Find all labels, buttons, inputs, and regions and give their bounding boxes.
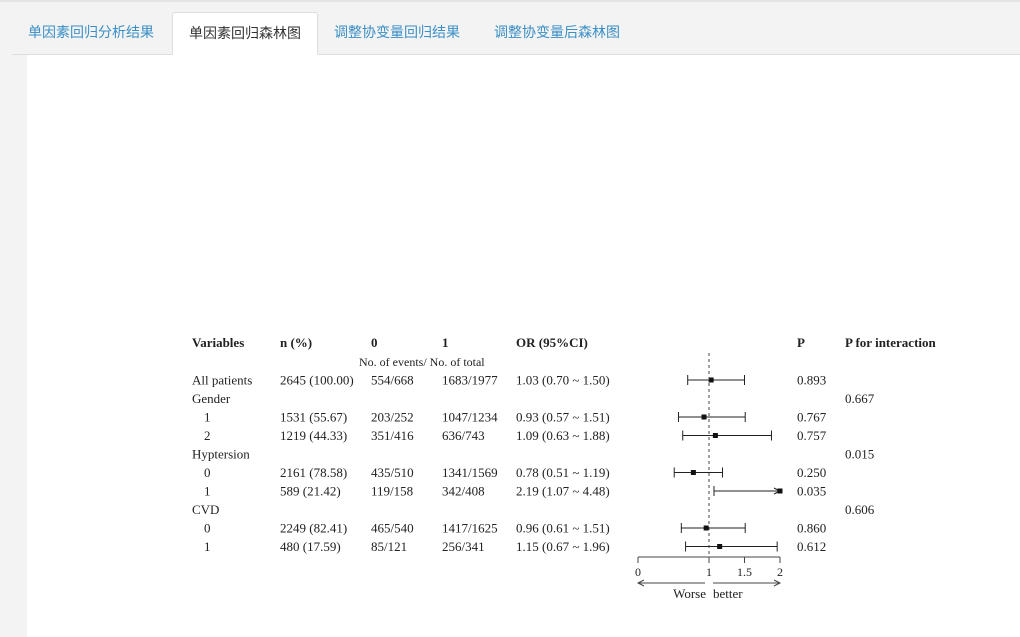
tab-univariate-results[interactable]: 单因素回归分析结果 bbox=[28, 24, 154, 40]
or-ci-value: 0.93 (0.57 ~ 1.51) bbox=[516, 410, 610, 425]
top-border bbox=[0, 0, 1020, 2]
group0-value: 554/668 bbox=[371, 373, 414, 388]
worse-label: Worse bbox=[673, 586, 706, 601]
group1-value: 1341/1569 bbox=[442, 465, 498, 480]
header-or-ci: OR (95%CI) bbox=[516, 335, 588, 350]
header-p: P bbox=[797, 335, 805, 350]
or-point bbox=[701, 414, 707, 420]
x-tick-label: 2 bbox=[777, 565, 783, 579]
row-label: Hyptersion bbox=[192, 447, 250, 462]
p-value: 0.757 bbox=[797, 428, 827, 443]
or-ci-value: 0.78 (0.51 ~ 1.19) bbox=[516, 465, 610, 480]
group1-value: 342/408 bbox=[442, 484, 485, 499]
n-value: 589 (21.42) bbox=[280, 484, 341, 499]
or-point bbox=[703, 525, 709, 531]
group1-value: 1417/1625 bbox=[442, 521, 498, 536]
group0-value: 435/510 bbox=[371, 465, 414, 480]
or-point bbox=[712, 433, 718, 438]
group0-value: 85/121 bbox=[371, 539, 407, 554]
n-value: 2645 (100.00) bbox=[280, 373, 354, 388]
or-ci-value: 2.19 (1.07 ~ 4.48) bbox=[516, 484, 610, 499]
p-value: 0.035 bbox=[797, 484, 826, 499]
header-group-1: 1 bbox=[442, 335, 449, 350]
group1-value: 636/743 bbox=[442, 428, 485, 443]
tab-univariate-forest-plot[interactable]: 单因素回归森林图 bbox=[172, 12, 318, 55]
header-group-0: 0 bbox=[371, 335, 378, 350]
x-tick-label: 1 bbox=[706, 565, 712, 579]
tab-adjusted-forest-plot[interactable]: 调整协变量后森林图 bbox=[494, 24, 620, 40]
row-label: 1 bbox=[204, 539, 211, 554]
x-tick-label: 0 bbox=[635, 565, 641, 579]
p-value: 0.612 bbox=[797, 539, 826, 554]
or-point bbox=[777, 488, 783, 494]
or-point bbox=[690, 470, 696, 475]
or-ci-value: 1.09 (0.63 ~ 1.88) bbox=[516, 428, 610, 443]
or-ci-value: 0.96 (0.61 ~ 1.51) bbox=[516, 521, 610, 536]
row-label: 2 bbox=[204, 428, 211, 443]
header-p-interaction: P for interaction bbox=[845, 335, 937, 350]
group0-value: 465/540 bbox=[371, 521, 414, 536]
p-interaction-value: 0.015 bbox=[845, 447, 874, 462]
group1-value: 256/341 bbox=[442, 539, 485, 554]
group1-value: 1683/1977 bbox=[442, 373, 498, 388]
row-label: 0 bbox=[204, 465, 211, 480]
worse-arrow bbox=[636, 579, 705, 587]
header-variables: Variables bbox=[192, 335, 244, 350]
row-label: 1 bbox=[204, 410, 211, 425]
group0-value: 119/158 bbox=[371, 484, 413, 499]
better-label: better bbox=[713, 586, 743, 601]
n-value: 1219 (44.33) bbox=[280, 428, 347, 443]
header-events-total: No. of events/ No. of total bbox=[359, 355, 485, 369]
group0-value: 351/416 bbox=[371, 428, 414, 443]
group0-value: 203/252 bbox=[371, 410, 414, 425]
p-value: 0.250 bbox=[797, 465, 826, 480]
p-interaction-value: 0.606 bbox=[845, 502, 875, 517]
p-value: 0.767 bbox=[797, 410, 827, 425]
x-tick-label: 1.5 bbox=[737, 565, 752, 579]
row-label: 1 bbox=[204, 484, 211, 499]
n-value: 2161 (78.58) bbox=[280, 465, 347, 480]
tab-adjusted-results[interactable]: 调整协变量回归结果 bbox=[334, 24, 460, 40]
or-ci-value: 1.15 (0.67 ~ 1.96) bbox=[516, 539, 610, 554]
content-panel bbox=[27, 55, 1020, 637]
p-interaction-value: 0.667 bbox=[845, 391, 875, 406]
p-value: 0.860 bbox=[797, 521, 826, 536]
row-label: CVD bbox=[192, 502, 219, 517]
group1-value: 1047/1234 bbox=[442, 410, 498, 425]
n-value: 1531 (55.67) bbox=[280, 410, 347, 425]
row-label: 0 bbox=[204, 521, 211, 536]
or-point bbox=[717, 544, 723, 549]
n-value: 2249 (82.41) bbox=[280, 521, 347, 536]
n-value: 480 (17.59) bbox=[280, 539, 341, 554]
left-gutter bbox=[12, 55, 27, 637]
row-label: All patients bbox=[192, 373, 252, 388]
header-n-percent: n (%) bbox=[280, 335, 312, 350]
better-arrow bbox=[713, 579, 782, 587]
row-label: Gender bbox=[192, 391, 231, 406]
p-value: 0.893 bbox=[797, 373, 826, 388]
or-point bbox=[708, 377, 714, 383]
or-ci-value: 1.03 (0.70 ~ 1.50) bbox=[516, 373, 610, 388]
tab-bar: 单因素回归分析结果 单因素回归森林图 调整协变量回归结果 调整协变量后森林图 bbox=[12, 12, 1020, 55]
